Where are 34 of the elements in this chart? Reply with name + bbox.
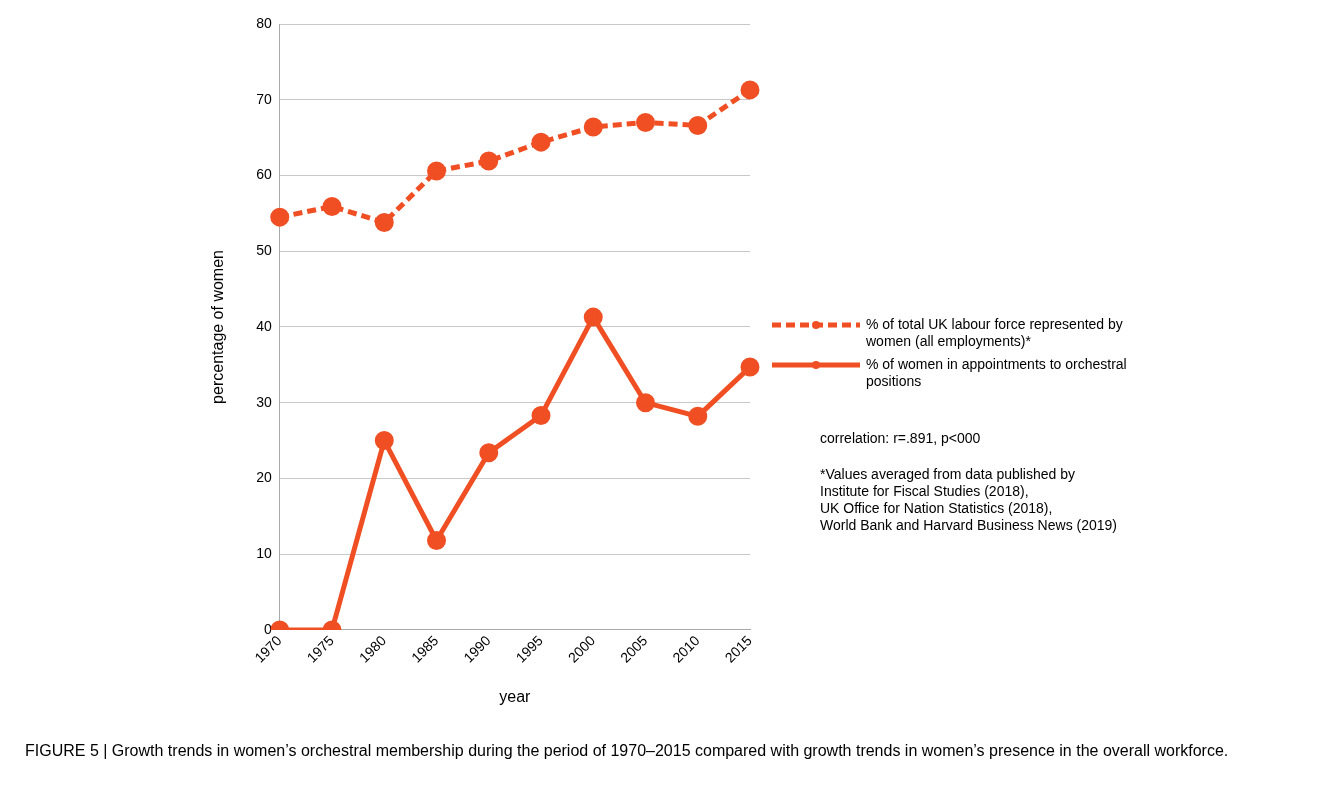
point — [427, 161, 447, 181]
y-tick-label: 0 — [263, 620, 272, 637]
point — [583, 307, 603, 327]
y-tick-label: 50 — [256, 242, 272, 259]
point — [740, 80, 760, 100]
y-tick-label: 40 — [256, 317, 272, 334]
y-tick-label: 80 — [256, 14, 272, 31]
y-tick-label: 20 — [256, 469, 272, 486]
text: *Values averaged from data published by Institute for Fiscal Studies (2018), UK Office for Nation Statistics (2018), World Bank and Harvard Business News (2019) — [820, 466, 1118, 534]
point — [479, 443, 499, 463]
point — [322, 197, 342, 217]
point — [688, 406, 708, 426]
point — [583, 117, 603, 137]
point — [270, 207, 290, 227]
text: % of total UK labour force represented by women (all employments)* — [865, 315, 1123, 349]
point — [740, 357, 760, 377]
y-tick-label: 70 — [256, 90, 272, 107]
text: % of women in appointments to orchestral positions — [866, 355, 1127, 389]
y-axis-title: percentage of women — [209, 250, 227, 404]
caption: FIGURE 5 | Growth trends in women’s orchestral membership during the period of 1970–2015 compared with growth trends in women’s presence in the overall workforce. — [25, 741, 1230, 761]
point — [636, 112, 656, 132]
point — [531, 406, 551, 426]
y-tick-label: 60 — [256, 166, 272, 183]
point — [479, 151, 499, 171]
point — [636, 393, 656, 413]
text: correlation: r=.891, p<000 — [820, 430, 982, 447]
point — [427, 531, 447, 551]
x-axis-title: year — [499, 687, 532, 705]
y-tick-label: 30 — [256, 393, 272, 410]
point — [531, 132, 551, 152]
point — [688, 115, 708, 135]
point — [374, 431, 394, 451]
y-tick-label: 10 — [256, 545, 272, 562]
point — [374, 212, 394, 232]
